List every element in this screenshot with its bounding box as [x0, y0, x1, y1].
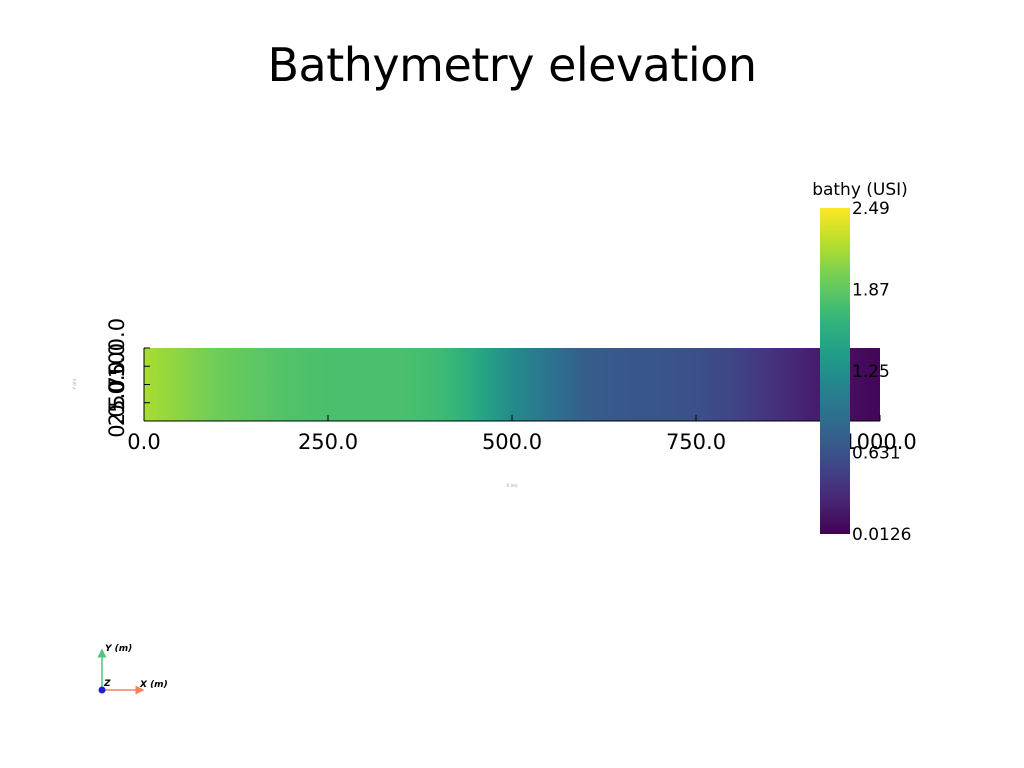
x-tick-label: 250.0 [298, 430, 358, 454]
colorbar-tick-label: 1.25 [852, 362, 890, 382]
x-axis-label: X (m) [506, 483, 517, 488]
colorbar: bathy (USI) 2.49 1.87 1.25 0.631 0.0126 [812, 180, 911, 545]
y-tick-label: 50.0 [105, 361, 129, 408]
triad-y-label: Y (m) [105, 644, 132, 654]
y-tick-label: 100.0 [105, 318, 129, 378]
y-tick-label: 25.0 [105, 379, 129, 426]
x-tick-label: 750.0 [666, 430, 726, 454]
y-axis-label: Y (m) [72, 378, 77, 390]
colorbar-tick-label: 0.0126 [852, 525, 911, 545]
colorbar-ticks: 2.49 1.87 1.25 0.631 0.0126 [852, 199, 911, 545]
x-tick-label: 500.0 [482, 430, 542, 454]
colorbar-tick-label: 1.87 [852, 281, 890, 301]
colorbar-tick-label: 0.631 [852, 444, 901, 464]
triad-z-label: Z [103, 679, 111, 689]
chart-title: Bathymetry elevation [267, 38, 757, 92]
colorbar-tick-label: 2.49 [852, 199, 890, 219]
triad-z-dot [98, 686, 106, 694]
colorbar-bar [820, 208, 850, 534]
y-tick-label: 75.0 [105, 343, 129, 390]
x-tick-label: 0.0 [127, 430, 160, 454]
colorbar-title: bathy (USI) [812, 180, 908, 200]
x-tick-label: 1000.0 [843, 430, 916, 454]
orientation-axes: X (m) Y (m) Z [97, 644, 168, 695]
triad-x-label: X (m) [139, 680, 168, 690]
bathymetry-field [144, 348, 880, 421]
y-tick-label: 0.0 [105, 404, 129, 437]
x-ticks: 0.0 250.0 500.0 750.0 1000.0 [127, 415, 917, 454]
